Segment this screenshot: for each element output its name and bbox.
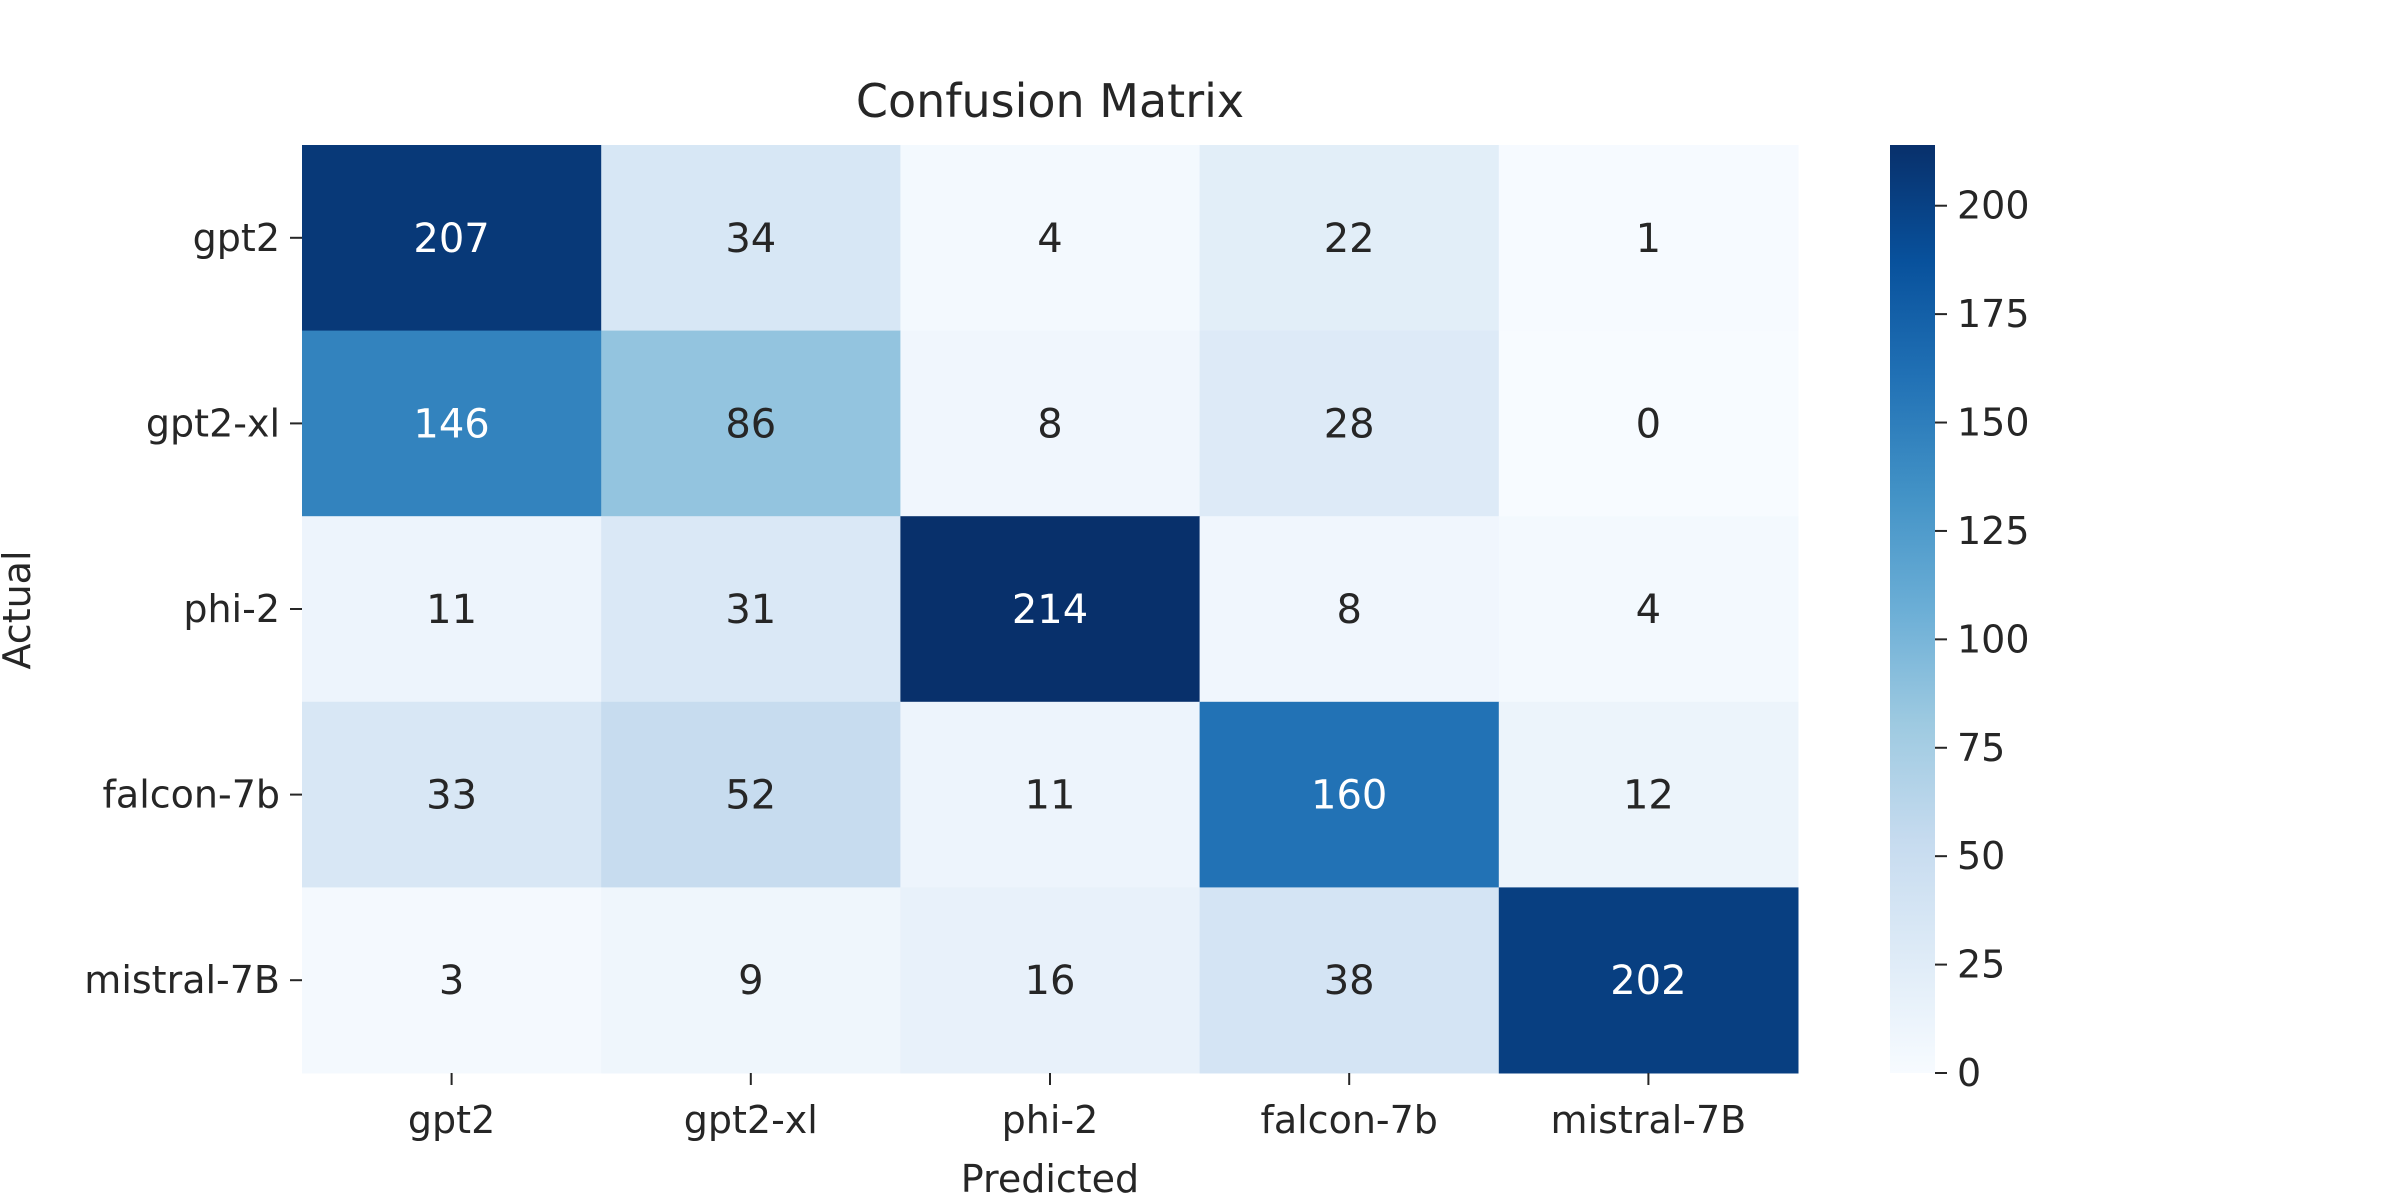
cell-value-label: 4: [1037, 216, 1062, 262]
colorbar-tick-label: 50: [1957, 834, 2005, 878]
cell-value-label: 146: [413, 401, 489, 447]
heatmap-cell: [1199, 516, 1500, 703]
x-tick-label: falcon-7b: [1260, 1098, 1437, 1142]
colorbar-tick-label: 200: [1957, 184, 2030, 228]
colorbar-tick-label: 125: [1957, 509, 2030, 553]
cell-value-label: 38: [1324, 958, 1375, 1004]
cell-value-label: 16: [1025, 958, 1076, 1004]
cell-value-label: 4: [1636, 587, 1661, 633]
x-tick-label: mistral-7B: [1551, 1098, 1747, 1142]
heatmap-cell: [900, 701, 1201, 888]
y-axis-ticks: gpt2 gpt2-xl phi-2 falcon-7b mistral-7B: [84, 216, 302, 1002]
heatmap-cell: [1498, 516, 1799, 703]
heatmap-cell: [302, 701, 602, 888]
cell-value-label: 214: [1012, 587, 1088, 633]
heatmap-cell: [601, 330, 901, 517]
colorbar-tick-label: 25: [1957, 943, 2005, 987]
heatmap-cell: [601, 887, 901, 1074]
heatmap-cell: [900, 145, 1201, 332]
colorbar-ticks: 0 25 50 75 100 125 150 175 200: [1935, 184, 2030, 1095]
heatmap-cell: [302, 516, 602, 703]
heatmap-cells: [302, 145, 1799, 1074]
cell-value-label: 9: [738, 958, 763, 1004]
heatmap-cell: [900, 330, 1201, 517]
heatmap-cell: [601, 145, 901, 332]
cell-value-label: 22: [1324, 216, 1375, 262]
x-tick-label: gpt2: [408, 1098, 495, 1142]
colorbar-tick-label: 75: [1957, 726, 2005, 770]
cell-value-label: 160: [1311, 773, 1387, 819]
cell-value-label: 33: [426, 773, 477, 819]
cell-value-label: 1: [1636, 216, 1661, 262]
heatmap-cell: [1199, 145, 1500, 332]
cell-value-label: 8: [1336, 587, 1361, 633]
x-axis-ticks: gpt2 gpt2-xl phi-2 falcon-7b mistral-7B: [408, 1073, 1746, 1142]
cell-value-label: 207: [413, 216, 489, 262]
heatmap-cell: [1498, 887, 1799, 1074]
heatmap-cell: [302, 330, 602, 517]
cell-value-label: 11: [1025, 773, 1076, 819]
heatmap-cell: [601, 516, 901, 703]
cell-value-label: 28: [1324, 401, 1375, 447]
x-tick-label: phi-2: [1002, 1098, 1099, 1142]
y-tick-label: mistral-7B: [84, 958, 280, 1002]
x-axis-label: Predicted: [961, 1157, 1139, 1200]
colorbar-tick-label: 100: [1957, 617, 2030, 661]
chart-title: Confusion Matrix: [856, 74, 1244, 128]
cell-value-label: 202: [1610, 958, 1686, 1004]
cell-value-label: 31: [725, 587, 776, 633]
cell-value-label: 3: [439, 958, 464, 1004]
y-tick-label: falcon-7b: [103, 773, 280, 817]
y-tick-label: gpt2-xl: [146, 401, 280, 445]
colorbar: [1890, 145, 1935, 1073]
heatmap-cell: [1199, 887, 1500, 1074]
heatmap-cell: [1498, 145, 1799, 332]
cell-value-label: 8: [1037, 401, 1062, 447]
heatmap-cell: [302, 145, 602, 332]
cell-value-label: 12: [1623, 773, 1674, 819]
colorbar-tick-label: 150: [1957, 401, 2030, 445]
y-tick-label: gpt2: [193, 216, 280, 260]
x-tick-label: gpt2-xl: [684, 1098, 818, 1142]
cell-value-label: 86: [725, 401, 776, 447]
colorbar-tick-label: 175: [1957, 292, 2030, 336]
heatmap-cell-labels: 207 34 4 22 1 146 86 8 28 0 11 31 214 8 4 33 52 11 160 12 3 9…: [413, 216, 1686, 1004]
heatmap-cell: [900, 887, 1201, 1074]
cell-value-label: 0: [1636, 401, 1661, 447]
heatmap-cell: [1199, 701, 1500, 888]
heatmap-cell: [1498, 701, 1799, 888]
cell-value-label: 11: [426, 587, 477, 633]
cell-value-label: 52: [725, 773, 776, 819]
cell-value-label: 34: [725, 216, 776, 262]
heatmap-cell: [1498, 330, 1799, 517]
heatmap-cell: [302, 887, 602, 1074]
heatmap-cell: [601, 701, 901, 888]
colorbar-tick-label: 0: [1957, 1051, 1981, 1095]
heatmap-cell: [1199, 330, 1500, 517]
heatmap-cell: [900, 516, 1201, 703]
y-axis-label: Actual: [0, 550, 39, 669]
y-tick-label: phi-2: [183, 587, 280, 631]
